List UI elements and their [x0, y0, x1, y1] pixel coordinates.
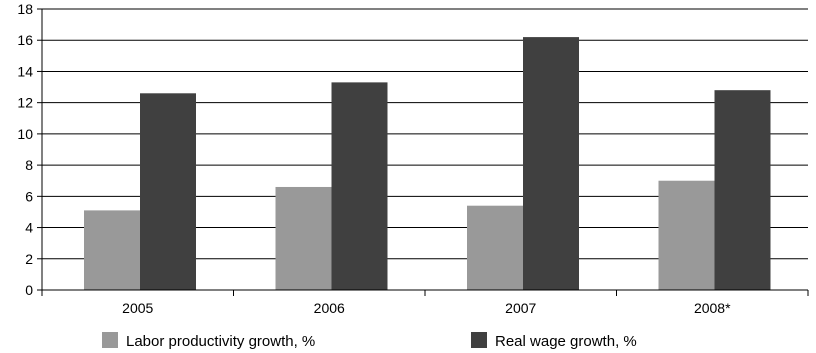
bar-labor-productivity	[658, 180, 715, 290]
y-tick-label: 4	[25, 220, 33, 236]
legend: Labor productivity growth, % Real wage gr…	[102, 332, 637, 350]
bar-real-wage	[140, 93, 196, 290]
y-tick-label: 8	[25, 157, 33, 173]
legend-swatch	[471, 332, 487, 348]
bar-real-wage	[331, 82, 388, 290]
bar-labor-productivity	[84, 210, 140, 290]
legend-label: Real wage growth, %	[495, 333, 637, 350]
bars	[84, 37, 771, 290]
y-tick-label: 10	[17, 126, 33, 142]
y-axis-tick-labels: 0 2 4 6 8 10 12 14 16 18	[17, 1, 42, 298]
legend-swatch	[102, 332, 118, 348]
x-category-label: 2008*	[694, 300, 731, 316]
y-tick-label: 2	[25, 251, 33, 267]
bar-labor-productivity	[275, 186, 332, 290]
y-tick-label: 16	[17, 32, 33, 48]
bar-real-wage	[523, 37, 579, 290]
y-tick-label: 12	[17, 95, 33, 111]
bar-real-wage	[714, 90, 771, 290]
x-category-label: 2006	[314, 300, 345, 316]
legend-label: Labor productivity growth, %	[126, 333, 315, 350]
x-category-label: 2007	[505, 300, 536, 316]
axes	[41, 9, 809, 296]
x-axis-category-labels: 2005 2006 2007 2008*	[122, 300, 731, 316]
bar-labor-productivity	[467, 205, 523, 290]
y-tick-label: 18	[17, 1, 33, 17]
x-category-label: 2005	[122, 300, 153, 316]
y-tick-label: 6	[25, 188, 33, 204]
y-tick-label: 0	[25, 282, 33, 298]
y-tick-label: 14	[17, 63, 33, 79]
